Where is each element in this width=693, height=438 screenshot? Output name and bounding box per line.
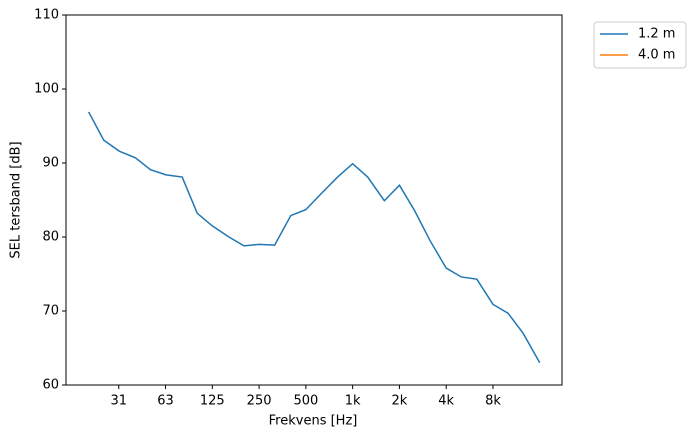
y-tick-label: 90 [42, 156, 59, 171]
legend-label: 4.0 m [638, 48, 675, 63]
x-tick-label: 4k [438, 394, 454, 409]
x-tick-label: 63 [157, 394, 174, 409]
y-tick-label: 80 [42, 230, 59, 245]
x-tick-label: 2k [392, 394, 408, 409]
x-tick-label: 1k [345, 394, 361, 409]
plot-frame [65, 14, 563, 386]
series-line [87, 111, 541, 364]
x-tick-label: 500 [293, 394, 318, 409]
y-tick-label: 70 [42, 304, 59, 319]
y-tick-label: 60 [42, 378, 59, 393]
x-tick-label: 250 [247, 394, 272, 409]
x-axis-label: Frekvens [Hz] [269, 414, 358, 429]
x-tick-label: 125 [200, 394, 225, 409]
y-tick-label: 110 [34, 8, 59, 23]
y-axis-label: SEL tersband [dB] [9, 141, 24, 258]
x-tick-label: 31 [110, 394, 127, 409]
y-tick-label: 100 [34, 82, 59, 97]
legend-label: 1.2 m [638, 27, 675, 42]
x-tick-label: 8k [485, 394, 501, 409]
